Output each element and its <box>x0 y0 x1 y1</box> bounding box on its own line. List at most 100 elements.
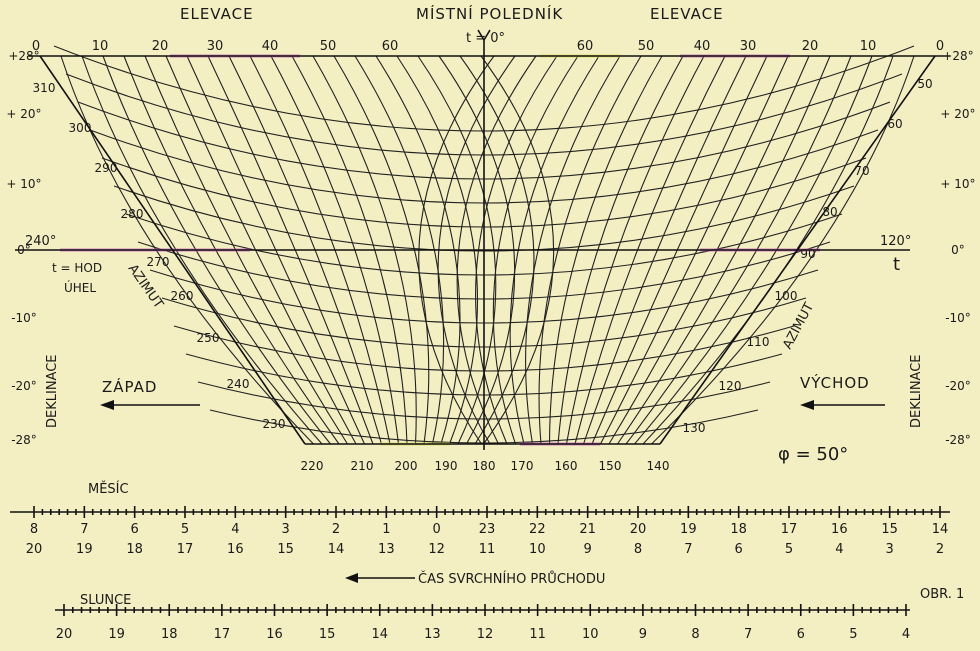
moon-hour-label: 4 <box>231 522 239 537</box>
azimuth-left-label: AZIMUT <box>125 262 166 312</box>
elevation-label: 20 <box>802 39 819 54</box>
azimuth-label: 260 <box>171 289 194 303</box>
moon-hour-label: 5 <box>181 522 189 537</box>
sun-hour-label: 7 <box>744 627 752 642</box>
azimuth-label: 100 <box>775 289 798 303</box>
hour-angle-left: 240° <box>25 234 56 249</box>
azimuth-label: 230 <box>263 417 286 431</box>
moon-hour-label: 22 <box>529 522 546 537</box>
elevation-left-heading: ELEVACE <box>180 5 254 23</box>
moon-hour-label: 19 <box>76 542 93 557</box>
moon-hour-label: 6 <box>735 542 743 557</box>
moon-hour-label: 15 <box>277 542 294 557</box>
declination-label: 0° <box>951 243 965 257</box>
hour-angle-text-1: t = HOD <box>52 261 102 275</box>
moon-hour-label: 5 <box>785 542 793 557</box>
sun-hour-label: 4 <box>902 627 910 642</box>
scale-labels: 0 10 20 30 40 50 60 60 50 40 30 20 10 031030029028027… <box>6 39 975 642</box>
azimuth-label: 150 <box>599 459 622 473</box>
azimuth-label: 240 <box>227 377 250 391</box>
diagram-frame <box>10 29 950 611</box>
moon-hour-label: 11 <box>479 542 496 557</box>
moon-hour-label: 17 <box>177 542 194 557</box>
declination-label: -10° <box>11 311 37 325</box>
declination-label: -28° <box>11 433 37 447</box>
sun-hour-label: 18 <box>161 627 178 642</box>
azimuth-label: 50 <box>917 77 932 91</box>
elevation-label: 0 <box>936 39 944 54</box>
declination-label: -10° <box>945 311 971 325</box>
azimuth-label: 200 <box>395 459 418 473</box>
moon-hour-label: 17 <box>781 522 798 537</box>
declination-right-label: DEKLINACE <box>909 354 924 428</box>
t-letter: t <box>893 254 900 275</box>
azimuth-label: 210 <box>351 459 374 473</box>
moon-hour-label: 3 <box>282 522 290 537</box>
moon-hour-label: 15 <box>881 522 898 537</box>
declination-label: + 20° <box>940 107 975 121</box>
elevation-label: 60 <box>382 39 399 54</box>
sun-hour-label: 8 <box>691 627 699 642</box>
moon-hour-label: 0 <box>433 522 441 537</box>
azimuth-label: 300 <box>69 121 92 135</box>
sun-hour-label: 20 <box>56 627 73 642</box>
moon-hour-label: 16 <box>227 542 244 557</box>
azimuth-label: 190 <box>435 459 458 473</box>
elevation-label: 30 <box>740 39 757 54</box>
azimuth-label: 130 <box>683 421 706 435</box>
declination-label: -20° <box>945 379 971 393</box>
moon-hour-label: 2 <box>936 542 944 557</box>
moon-hour-label: 14 <box>932 522 949 537</box>
azimuth-label: 250 <box>197 331 220 345</box>
moon-hour-label: 23 <box>479 522 496 537</box>
elevation-label: 40 <box>694 39 711 54</box>
azimuth-right-label: AZIMUT <box>780 300 817 352</box>
azimuth-label: 60 <box>887 117 902 131</box>
scale-ticks <box>33 506 941 616</box>
moon-hour-label: 4 <box>835 542 843 557</box>
moon-hour-label: 21 <box>579 522 596 537</box>
azimuth-label: 220 <box>301 459 324 473</box>
moon-hour-label: 2 <box>332 522 340 537</box>
sun-hour-label: 17 <box>214 627 231 642</box>
azimuth-label: 140 <box>647 459 670 473</box>
moon-hour-label: 9 <box>584 542 592 557</box>
sun-hour-label: 5 <box>849 627 857 642</box>
declination-left-label: DEKLINACE <box>45 354 60 428</box>
meridian-t-label: t = 0° <box>466 31 505 46</box>
declination-label: -28° <box>945 433 971 447</box>
west-arrow-head <box>100 400 114 410</box>
moon-hour-label: 12 <box>428 542 445 557</box>
azimuth-label: 90 <box>800 247 815 261</box>
azimuth-label: 70 <box>854 164 869 178</box>
azimuth-label: 270 <box>147 255 170 269</box>
sun-hour-label: 10 <box>582 627 599 642</box>
azimuth-label: 120 <box>719 379 742 393</box>
moon-hour-label: 3 <box>886 542 894 557</box>
azimuth-label: 280 <box>121 207 144 221</box>
elevation-label: 10 <box>860 39 877 54</box>
azimuth-label: 110 <box>747 335 770 349</box>
elevation-label: 10 <box>92 39 109 54</box>
figure-label: OBR. 1 <box>920 587 964 602</box>
sun-label: SLUNCE <box>80 593 131 608</box>
moon-hour-label: 7 <box>684 542 692 557</box>
azimuth-label: 80 <box>822 205 837 219</box>
moon-hour-label: 1 <box>382 522 390 537</box>
hour-angle-right: 120° <box>880 234 911 249</box>
sun-hour-label: 16 <box>266 627 283 642</box>
elevation-label: 30 <box>207 39 224 54</box>
moon-hour-label: 8 <box>634 542 642 557</box>
elevation-label: 0 <box>32 39 40 54</box>
declination-label: +28° <box>8 49 39 63</box>
east-arrow-head <box>800 400 814 410</box>
east-label: VÝCHOD <box>800 373 870 392</box>
sun-hour-label: 19 <box>108 627 125 642</box>
moon-hour-label: 6 <box>131 522 139 537</box>
elevation-right-heading: ELEVACE <box>650 5 724 23</box>
moon-hour-label: 7 <box>80 522 88 537</box>
moon-hour-label: 18 <box>730 522 747 537</box>
declination-label: +28° <box>942 49 973 63</box>
moon-hour-label: 20 <box>630 522 647 537</box>
